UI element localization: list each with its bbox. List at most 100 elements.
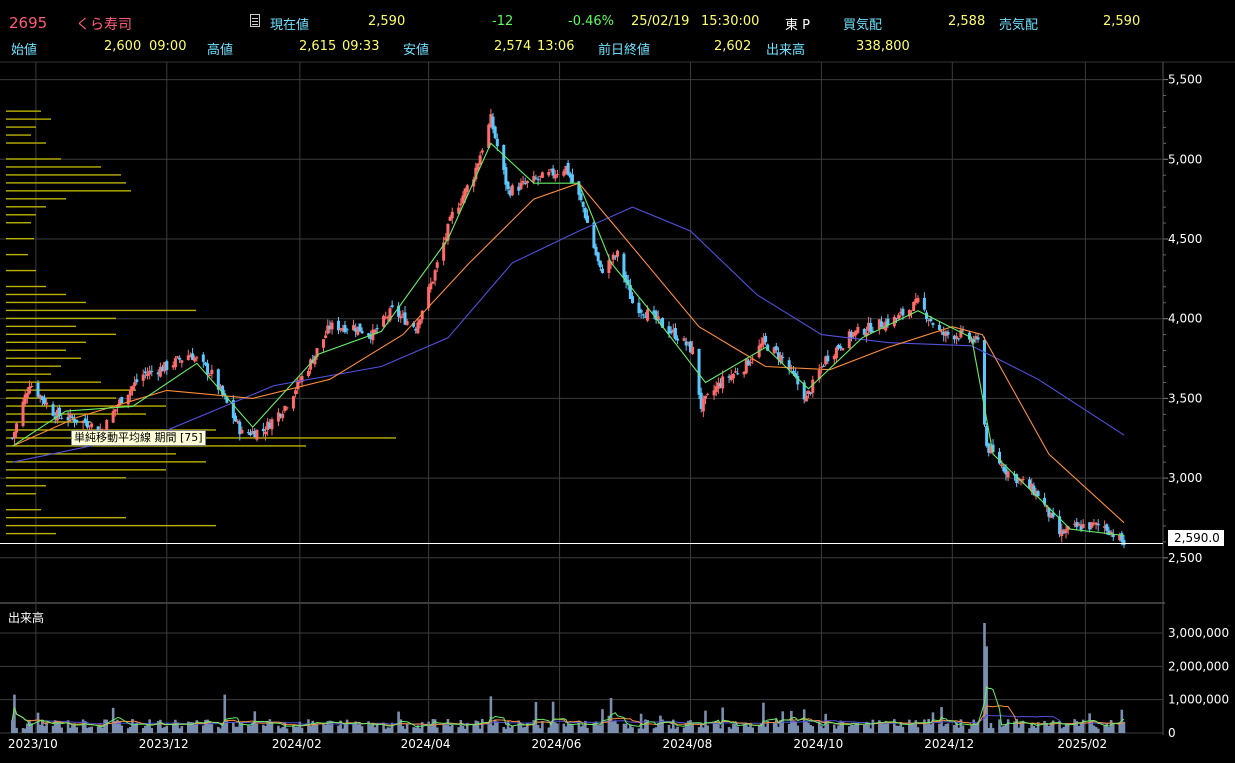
volume-bar <box>832 724 836 733</box>
candle-body <box>206 363 210 375</box>
volume-bar <box>942 726 946 733</box>
candle-body <box>427 286 431 308</box>
candle-body <box>130 386 134 391</box>
volume-bar <box>684 722 688 733</box>
volume-profile-bar <box>6 429 216 431</box>
candle-body <box>562 171 566 176</box>
volume-tick-label: 2,000,000 <box>1168 659 1229 673</box>
candle-body <box>532 176 536 182</box>
price-tick-label: 5,000 <box>1168 152 1202 166</box>
volume-bar <box>487 721 491 733</box>
volume-bar <box>81 719 85 733</box>
candle-body <box>298 381 302 383</box>
price-tick-label: 4,000 <box>1168 312 1202 326</box>
candle-body <box>523 182 527 184</box>
candle-body <box>931 323 935 325</box>
volume-bar <box>957 727 961 733</box>
volume-bar <box>699 723 703 733</box>
candle-body <box>399 315 403 319</box>
volume-bar <box>232 722 235 733</box>
candle-body <box>126 394 130 405</box>
candle-body <box>480 150 484 153</box>
candle-body <box>236 420 240 423</box>
ask-value: 2,590 <box>1103 14 1141 29</box>
candle-body <box>744 358 748 374</box>
candle-body <box>598 260 602 268</box>
menu-icon[interactable] <box>250 14 260 27</box>
volume-bar <box>264 725 267 733</box>
candle-body <box>1081 524 1085 528</box>
candle-body <box>156 372 160 375</box>
volume-bar <box>116 719 119 733</box>
candle-body <box>1079 525 1083 530</box>
volume-bar <box>955 722 958 733</box>
volume-bar <box>687 720 690 733</box>
candle-body <box>819 366 823 368</box>
candle-body <box>218 386 222 389</box>
volume-bar <box>807 722 810 733</box>
volume-bar <box>719 728 722 733</box>
candle-body <box>1006 471 1010 478</box>
volume-bar <box>23 728 27 733</box>
volume-bar <box>236 726 239 733</box>
ma-5-line <box>11 142 1125 537</box>
candle-body <box>444 237 448 241</box>
quote-header: 2695 くら寿司 現在値 2,590 -12 -0.46% 25/02/19 … <box>0 0 1235 62</box>
volume-bar <box>176 724 179 733</box>
candle-body <box>579 193 583 201</box>
candle-body <box>519 182 523 190</box>
volume-bar <box>989 723 993 733</box>
volume-bar <box>1090 720 1094 733</box>
volume-bar <box>523 726 527 733</box>
candle-body <box>133 382 137 387</box>
quote-date: 25/02/19 <box>631 14 690 29</box>
candle-body <box>330 322 334 330</box>
candle-body <box>697 348 701 395</box>
volume-bar <box>568 723 572 733</box>
candle-body <box>781 356 785 358</box>
volume-bar <box>388 727 392 733</box>
candle-body <box>849 331 853 338</box>
volume-bar <box>820 725 823 733</box>
candle-body <box>631 296 635 304</box>
volume-bar <box>86 727 89 733</box>
time-tick-label: 2024/08 <box>662 737 712 751</box>
volume-bar <box>869 728 873 733</box>
volume-bar <box>339 720 342 733</box>
volume-label: 出来高 <box>766 43 806 58</box>
volume-bar <box>972 719 976 733</box>
candle-body <box>414 328 418 331</box>
current-price-tag: 2,590.0 <box>1168 530 1224 546</box>
volume-bar <box>283 721 287 733</box>
candle-body <box>1077 523 1081 526</box>
candle-body <box>669 331 673 334</box>
candle-body <box>804 395 808 402</box>
candle-body <box>412 322 416 327</box>
candle-body <box>68 413 72 419</box>
candle-body <box>493 126 497 139</box>
volume-bar <box>895 725 898 733</box>
volume-profile-bar <box>6 301 86 304</box>
volume-profile-bar <box>6 453 176 455</box>
candle-body <box>300 376 304 382</box>
volume-bar <box>493 719 497 733</box>
time-tick-label: 2024/06 <box>532 737 582 751</box>
volume-bar <box>772 722 776 733</box>
candle-body <box>30 386 34 388</box>
volume-bar <box>704 710 707 733</box>
volume-bar <box>328 720 332 733</box>
volume-bar <box>249 725 252 733</box>
candle-body <box>113 409 117 412</box>
volume-bar <box>309 725 312 733</box>
volume-bar <box>1028 728 1031 733</box>
volume-bar <box>564 726 568 733</box>
candle-body <box>641 314 645 316</box>
volume-bar <box>646 719 649 733</box>
volume-bar <box>1015 719 1018 733</box>
volume-bar <box>1006 719 1010 733</box>
candle-body <box>261 428 265 432</box>
candle-body <box>145 373 149 376</box>
volume-bar <box>358 723 362 733</box>
candle-body <box>607 260 611 273</box>
